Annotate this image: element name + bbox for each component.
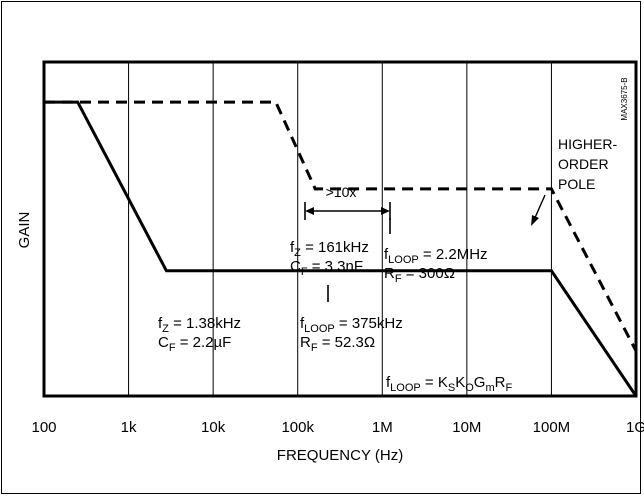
x-tick-label: 1G — [626, 419, 644, 436]
cf-low-value: CF = 2.2µF — [158, 334, 231, 354]
x-tick-label: 10k — [201, 419, 226, 436]
pole-label-line-2: ORDER — [558, 156, 609, 172]
x-tick-label: 10M — [452, 419, 481, 436]
x-tick-label: 100k — [281, 419, 314, 436]
watermark-code: MAX3675-B — [620, 77, 629, 120]
x-tick-labels: 100 1k 10k 100k 1M 10M 100M 1G — [31, 419, 644, 436]
fz-high-frequency: fZ = 161kHz — [290, 239, 369, 259]
floop-formula: fLOOP = KSKOGmRF — [386, 374, 512, 394]
separation-marker — [304, 202, 391, 220]
series-lines — [44, 100, 638, 397]
x-axis-label: FREQUENCY (Hz) — [277, 447, 403, 464]
rf-high-value: RF = 300Ω — [384, 265, 455, 285]
x-tick-label: 1M — [372, 419, 393, 436]
x-tick-label: 100 — [31, 419, 56, 436]
floop-low-frequency: fLOOP = 375kHz — [300, 315, 403, 335]
cf-high-value: CF = 3.3nF — [290, 258, 363, 278]
pole-label-line-3: POLE — [558, 176, 595, 192]
plot-border — [42, 60, 638, 398]
pole-pointer-arrow — [531, 194, 546, 226]
x-tick-label: 100M — [533, 419, 571, 436]
series-line-dashed — [44, 100, 638, 352]
fz-low-frequency: fZ = 1.38kHz — [158, 315, 241, 335]
separation-label: >10x — [326, 184, 357, 200]
x-tick-label: 1k — [121, 419, 137, 436]
floop-high-frequency: fLOOP = 2.2MHz — [384, 246, 488, 266]
grid-lines — [128, 62, 552, 396]
rf-low-value: RF = 52.3Ω — [300, 334, 375, 354]
pole-label-line-1: HIGHER- — [558, 136, 617, 152]
y-axis-label: GAIN — [16, 212, 33, 249]
